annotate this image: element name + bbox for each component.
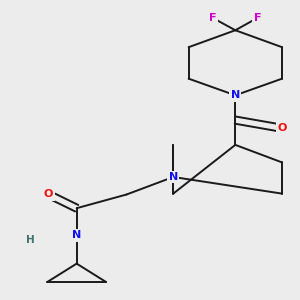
Text: H: H [26,235,34,245]
Text: F: F [254,13,261,23]
Text: N: N [72,230,81,240]
Text: F: F [209,13,217,23]
Text: O: O [277,123,287,133]
Text: N: N [231,90,240,100]
Text: N: N [169,172,178,182]
Text: O: O [44,190,53,200]
